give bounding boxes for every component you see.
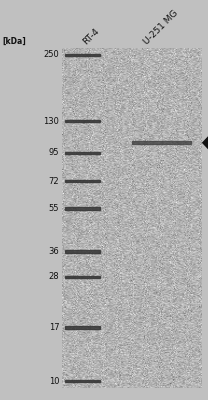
Bar <box>65 180 100 182</box>
Bar <box>65 120 100 122</box>
Text: 10: 10 <box>49 377 59 386</box>
Text: 28: 28 <box>49 272 59 281</box>
Text: [kDa]: [kDa] <box>2 37 26 46</box>
Text: U-251 MG: U-251 MG <box>142 8 180 46</box>
Text: 95: 95 <box>49 148 59 158</box>
Text: 55: 55 <box>49 204 59 213</box>
Bar <box>65 326 100 328</box>
Text: RT-4: RT-4 <box>81 26 101 46</box>
Bar <box>65 207 100 210</box>
Polygon shape <box>203 137 208 149</box>
Bar <box>65 54 100 56</box>
Bar <box>65 380 100 382</box>
Text: 36: 36 <box>48 247 59 256</box>
Text: 72: 72 <box>49 176 59 186</box>
Text: 250: 250 <box>43 50 59 59</box>
Bar <box>65 276 100 278</box>
Text: 17: 17 <box>49 323 59 332</box>
Bar <box>132 141 191 144</box>
Text: 130: 130 <box>43 117 59 126</box>
Bar <box>65 250 100 252</box>
Bar <box>65 152 100 154</box>
